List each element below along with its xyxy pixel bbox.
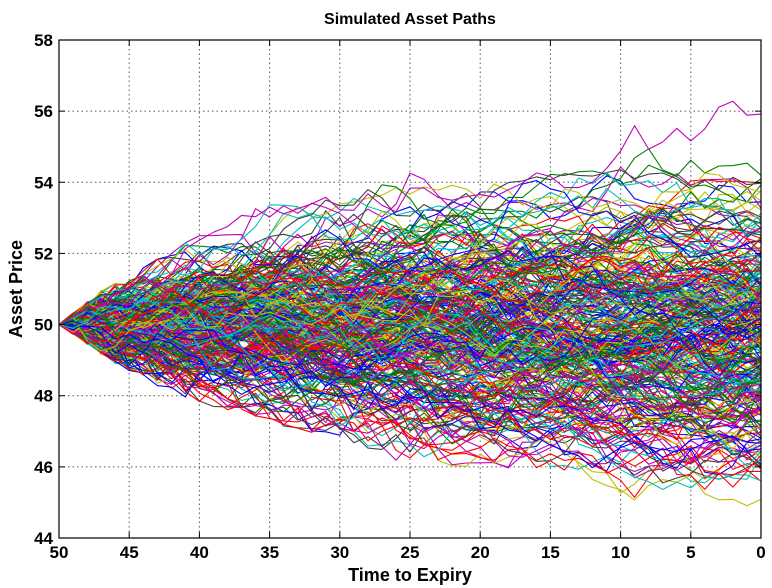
asset-path-line [58, 229, 762, 377]
x-tick-label: 45 [120, 543, 139, 562]
x-axis-label: Time to Expiry [348, 565, 472, 585]
asset-path-line [58, 311, 761, 490]
asset-path-line [58, 187, 762, 326]
x-tick-label: 0 [756, 543, 765, 562]
chart-title: Simulated Asset Paths [324, 11, 496, 28]
asset-path-line [58, 215, 762, 329]
asset-path-line [58, 100, 762, 326]
asset-path-line [58, 172, 762, 339]
y-tick-label: 46 [34, 458, 53, 477]
x-tick-label: 40 [190, 543, 209, 562]
asset-path-line [58, 179, 762, 326]
asset-path-line [58, 215, 762, 346]
asset-path-line [58, 206, 762, 335]
asset-path-line [58, 315, 762, 399]
x-tick-label: 25 [401, 543, 420, 562]
asset-path-line [58, 296, 762, 385]
asset-path-line [58, 285, 762, 351]
asset-path-line [58, 324, 762, 439]
asset-path-line [58, 317, 762, 411]
y-tick-label: 52 [34, 244, 53, 263]
asset-path-line [58, 264, 762, 338]
asset-path-line [58, 318, 762, 427]
x-tick-label: 10 [611, 543, 630, 562]
asset-path-line [58, 309, 762, 426]
asset-path-line [58, 323, 762, 473]
x-tick-label: 30 [330, 543, 349, 562]
asset-path-line [58, 296, 762, 421]
asset-path-line [58, 267, 762, 326]
x-tick-label: 35 [260, 543, 279, 562]
y-axis-label: Asset Price [6, 240, 26, 338]
asset-path-line [58, 306, 762, 425]
asset-path-line [58, 317, 762, 453]
asset-path-line [58, 169, 762, 326]
asset-path-line [58, 311, 762, 410]
y-tick-label: 48 [34, 387, 53, 406]
asset-path-line [58, 287, 762, 476]
asset-path-line [58, 315, 762, 420]
y-tick-label: 58 [34, 31, 53, 50]
asset-paths [58, 100, 762, 507]
asset-path-line [58, 318, 762, 445]
y-tick-label: 56 [34, 102, 53, 121]
asset-path-line [58, 259, 762, 326]
asset-path-line [58, 324, 762, 461]
asset-path-line [58, 312, 762, 405]
x-tick-label: 15 [541, 543, 560, 562]
x-tick-label: 50 [50, 543, 69, 562]
asset-path-line [58, 221, 762, 326]
asset-path-line [58, 219, 762, 326]
ticks [58, 39, 762, 539]
asset-path-line [58, 316, 762, 442]
asset-path-line [58, 322, 762, 507]
asset-path-line [58, 251, 762, 344]
asset-path-line [58, 288, 762, 346]
asset-path-line [58, 246, 762, 361]
x-tick-label: 20 [471, 543, 490, 562]
asset-path-line [58, 313, 762, 406]
asset-path-line [58, 248, 762, 354]
asset-path-line [58, 320, 762, 467]
asset-path-line [58, 311, 762, 357]
y-tick-labels: 44 46 48 50 52 54 56 58 [34, 31, 53, 548]
asset-path-line [58, 324, 762, 469]
asset-path-line [58, 282, 762, 355]
asset-path-line [58, 216, 762, 326]
asset-path-line [58, 313, 762, 390]
y-tick-label: 54 [34, 173, 53, 192]
asset-path-line [58, 293, 762, 374]
asset-path-line [58, 301, 762, 395]
x-tick-labels: 50 45 40 35 30 25 20 15 10 5 0 [50, 543, 766, 562]
asset-path-line [58, 316, 762, 432]
asset-path-line [58, 214, 762, 329]
asset-path-line [58, 313, 762, 432]
y-tick-label: 44 [34, 529, 53, 548]
y-tick-label: 50 [34, 316, 53, 335]
asset-path-line [58, 210, 762, 329]
x-tick-label: 5 [686, 543, 695, 562]
asset-path-line [58, 275, 762, 380]
asset-path-line [58, 241, 762, 326]
